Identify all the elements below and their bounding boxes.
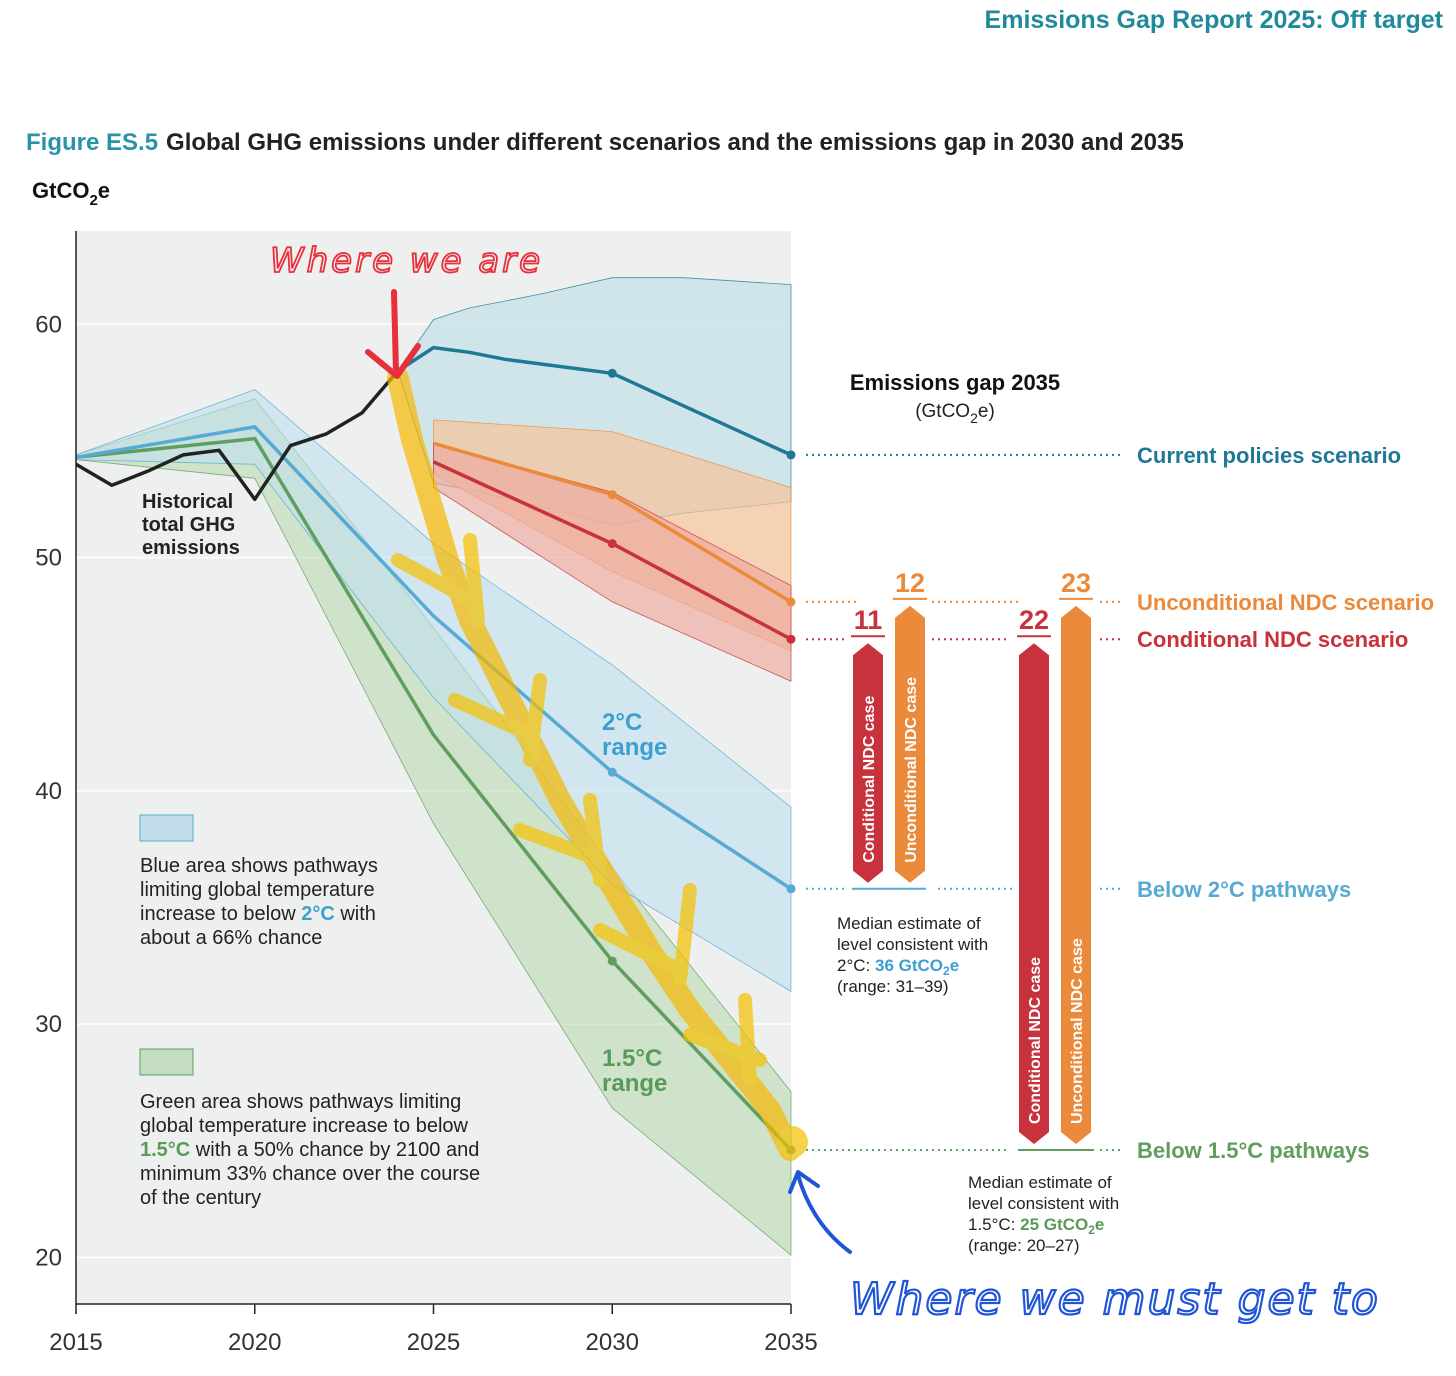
scenario-label-current: Current policies scenario (1137, 443, 1401, 468)
line-one_five_deg (75, 436, 793, 1152)
median-15c-note: Median estimate of level consistent with… (968, 1173, 1124, 1255)
line-two_deg (75, 425, 792, 891)
x-ticks: 2015 2020 2025 2030 2035 (49, 1304, 818, 1356)
gap-value-vs_2c-conditional: 11 (854, 605, 883, 635)
gap-title: Emissions gap 2035 (850, 370, 1060, 395)
scenario-label-conditional: Conditional NDC scenario (1137, 627, 1408, 652)
x-tick-label-2020: 2020 (228, 1329, 281, 1356)
point-current-2030 (607, 368, 617, 378)
gap-case-label-vs_2c-unconditional: Unconditional NDC case (903, 677, 920, 863)
red-hand-arrow (365, 289, 421, 379)
point-unconditional-2030 (607, 490, 617, 500)
gap-case-label-vs_15c-unconditional: Unconditional NDC case (1069, 938, 1086, 1124)
gap-bar-vs_15c-unconditional (1061, 605, 1091, 1145)
legend-swatch-green (139, 1048, 194, 1076)
gap-case-label-vs_2c-conditional: Conditional NDC case (861, 696, 878, 863)
figure-title: Figure ES.5 Global GHG emissions under di… (26, 129, 1184, 156)
gap-bars: 11 Conditional NDC case 12 Unconditional ND… (851, 568, 1093, 1145)
median-2c-note: Median estimate of level consistent with… (837, 914, 993, 996)
gap-bar-vs_2c-conditional (853, 643, 883, 883)
legend-text-blue: Blue area shows pathways limiting global… (140, 855, 383, 949)
gap-value-vs_2c-unconditional: 12 (895, 568, 925, 598)
historical-label: Historical total GHG emissions (142, 491, 241, 559)
x-tick-label-2025: 2025 (407, 1329, 460, 1356)
y-axis-unit: GtCO2e (32, 178, 110, 209)
line-historical (75, 369, 400, 502)
point-conditional-2035 (786, 634, 796, 644)
x-tick-label-2015: 2015 (49, 1329, 102, 1356)
legend-text-green: Green area shows pathways limiting globa… (140, 1091, 486, 1209)
gap-bar-vs_2c-unconditional (895, 605, 925, 883)
blue-hand-arrow (788, 1170, 852, 1254)
point-one_five_deg-2030 (607, 956, 617, 966)
y-tick-label-50: 50 (35, 545, 62, 572)
annotation-where-we-must-get-to: Where we must get to (850, 1274, 1380, 1325)
point-two_deg-2030 (607, 767, 617, 777)
y-tick-label-40: 40 (35, 778, 62, 805)
yellow-highlight-scribble (387, 367, 808, 1161)
band-two_deg (75, 389, 792, 993)
y-ticks: 20 30 40 50 60 (35, 311, 62, 1271)
range-label-15c: 1.5°C range (602, 1045, 669, 1097)
gap-value-vs_15c-unconditional: 23 (1061, 568, 1091, 598)
y-tick-label-20: 20 (35, 1244, 62, 1271)
scenario-leaders (806, 453, 1124, 1152)
point-current-2035 (786, 450, 796, 460)
point-conditional-2030 (607, 539, 617, 549)
y-tick-label-30: 30 (35, 1011, 62, 1038)
gap-bar-vs_15c-conditional (1019, 643, 1049, 1145)
gap-unit: (GtCO2e) (915, 401, 995, 426)
scenario-label-one_five_deg: Below 1.5°C pathways (1137, 1138, 1370, 1163)
scenario-labels: Current policies scenario Unconditional N… (1137, 443, 1434, 1163)
range-label-2c: 2°C range (602, 709, 667, 761)
scenario-label-unconditional: Unconditional NDC scenario (1137, 590, 1434, 615)
gap-value-vs_15c-conditional: 22 (1019, 605, 1049, 635)
legend-swatch-blue (139, 814, 194, 842)
y-tick-label-60: 60 (35, 311, 62, 338)
point-unconditional-2035 (786, 597, 796, 607)
line-current (396, 345, 792, 457)
point-two_deg-2035 (786, 884, 796, 894)
report-title: Emissions Gap Report 2025: Off target (985, 6, 1444, 34)
scenario-label-two_deg: Below 2°C pathways (1137, 877, 1351, 902)
annotation-where-we-are: Where we are (270, 241, 543, 281)
x-tick-label-2030: 2030 (586, 1329, 639, 1356)
x-tick-label-2035: 2035 (764, 1329, 817, 1356)
gap-case-label-vs_15c-conditional: Conditional NDC case (1027, 957, 1044, 1124)
